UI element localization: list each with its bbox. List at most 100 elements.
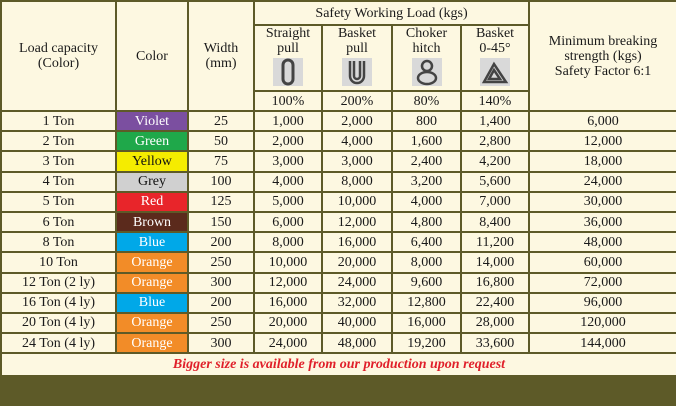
percent: 80% (391, 90, 462, 112)
table-cell: 10 Ton (0, 251, 117, 274)
method: Choker hitch (391, 24, 462, 92)
table-cell: 4,000 (253, 170, 323, 193)
table-cell: 144,000 (528, 332, 676, 355)
table-row: 4 Ton Grey 100 4,000 8,000 3,200 5,600 24,000 (0, 170, 676, 193)
table-cell: 300 (187, 271, 255, 294)
table-cell: 2,800 (459, 130, 531, 153)
table-body: 1 Ton Violet 25 1,000 2,000 800 1,400 6,000 2 To… (0, 109, 676, 355)
table-cell: 200 (187, 291, 255, 314)
table-cell: 12 Ton (2 ly) (0, 271, 117, 294)
table-cell: 4,000 (321, 130, 393, 153)
color-cell: Blue (115, 291, 189, 314)
table-cell: 50 (187, 130, 255, 153)
table-cell: 12,000 (321, 210, 393, 234)
table-cell: 1,000 (253, 109, 323, 133)
header-swl: Safety Working Load (kgs) (252, 0, 531, 26)
color-cell: Orange (115, 311, 189, 335)
table-cell: 8,000 (391, 251, 462, 274)
table-cell: 30,000 (528, 190, 676, 213)
table-cell: 20,000 (321, 251, 393, 274)
header-width: Width (mm) (187, 0, 255, 112)
icon-straight (273, 58, 303, 86)
table-row: 5 Ton Red 125 5,000 10,000 4,000 7,000 30,000 (0, 190, 676, 213)
table-cell: 6,000 (253, 210, 323, 234)
header-min: Minimum breaking strength (kgs) Safety Fac… (528, 0, 676, 112)
table-cell: 1,600 (391, 130, 462, 153)
table-cell: 3 Ton (0, 150, 117, 173)
table-row: 20 Ton (4 ly) Orange 250 20,000 40,000 16,000… (0, 311, 676, 335)
table-row: 3 Ton Yellow 75 3,000 3,000 2,400 4,200 18,000 (0, 150, 676, 173)
table-cell: 16,800 (459, 271, 531, 294)
table-cell: 9,600 (391, 271, 462, 294)
table-cell: 4,200 (459, 150, 531, 173)
table-cell: 22,400 (459, 291, 531, 314)
table-row: 16 Ton (4 ly) Blue 200 16,000 32,000 12,800 22… (0, 291, 676, 314)
color-cell: Red (115, 190, 189, 213)
table-cell: 33,600 (459, 332, 531, 355)
table-cell: 800 (391, 109, 462, 133)
table-cell: 48,000 (528, 231, 676, 254)
table-cell: 12,800 (391, 291, 462, 314)
color-cell: Brown (115, 210, 189, 234)
table-cell: 3,200 (391, 170, 462, 193)
load-table: Load capacity (Color) Color Width (mm) Saf… (0, 0, 676, 378)
percent: 140% (459, 90, 531, 112)
icon-choker (411, 58, 442, 86)
table-cell: 1,400 (459, 109, 531, 133)
table-cell: 24 Ton (4 ly) (0, 332, 117, 355)
table-row: 10 Ton Orange 250 10,000 20,000 8,000 14,000 60… (0, 251, 676, 274)
table-cell: 16,000 (321, 231, 393, 254)
table-cell: 2,000 (321, 109, 393, 133)
header-load: Load capacity (Color) (0, 0, 117, 112)
table-cell: 20,000 (253, 311, 323, 335)
color-cell: Violet (115, 109, 189, 133)
table-cell: 100 (187, 170, 255, 193)
table-cell: 3,000 (253, 150, 323, 173)
table-cell: 8 Ton (0, 231, 117, 254)
table-cell: 24,000 (321, 271, 393, 294)
table-cell: 18,000 (528, 150, 676, 173)
icon-basket (342, 58, 372, 86)
table-cell: 1 Ton (0, 109, 117, 133)
table-row: 8 Ton Blue 200 8,000 16,000 6,400 11,200 48,000 (0, 231, 676, 254)
table-cell: 75 (187, 150, 255, 173)
table-cell: 5,000 (253, 190, 323, 213)
table-cell: 8,400 (459, 210, 531, 234)
table-cell: 25 (187, 109, 255, 133)
method: Basket pull (321, 24, 393, 92)
table-row: 6 Ton Brown 150 6,000 12,000 4,800 8,400 36,000 (0, 210, 676, 234)
method: Straight pull (253, 24, 323, 92)
table-cell: 32,000 (321, 291, 393, 314)
table-cell: 200 (187, 231, 255, 254)
table-cell: 7,000 (459, 190, 531, 213)
table-cell: 120,000 (528, 311, 676, 335)
table-cell: 60,000 (528, 251, 676, 274)
table-cell: 28,000 (459, 311, 531, 335)
table-cell: 11,200 (459, 231, 531, 254)
method: Basket 0-45° (459, 24, 531, 92)
table-cell: 4,800 (391, 210, 462, 234)
table-cell: 2,400 (391, 150, 462, 173)
table-cell: 3,000 (321, 150, 393, 173)
table-cell: 16,000 (253, 291, 323, 314)
table-cell: 6 Ton (0, 210, 117, 234)
table-cell: 6,400 (391, 231, 462, 254)
color-cell: Blue (115, 231, 189, 254)
table-cell: 150 (187, 210, 255, 234)
color-cell: Green (115, 130, 189, 153)
table-cell: 4 Ton (0, 170, 117, 193)
color-cell: Orange (115, 271, 189, 294)
table-cell: 20 Ton (4 ly) (0, 311, 117, 335)
table-cell: 12,000 (528, 130, 676, 153)
table-cell: 8,000 (253, 231, 323, 254)
color-cell: Yellow (115, 150, 189, 173)
table-cell: 2 Ton (0, 130, 117, 153)
table-cell: 16,000 (391, 311, 462, 335)
table-cell: 2,000 (253, 130, 323, 153)
color-cell: Orange (115, 332, 189, 355)
table-cell: 250 (187, 251, 255, 274)
table-cell: 250 (187, 311, 255, 335)
table-cell: 16 Ton (4 ly) (0, 291, 117, 314)
percent: 200% (321, 90, 393, 112)
